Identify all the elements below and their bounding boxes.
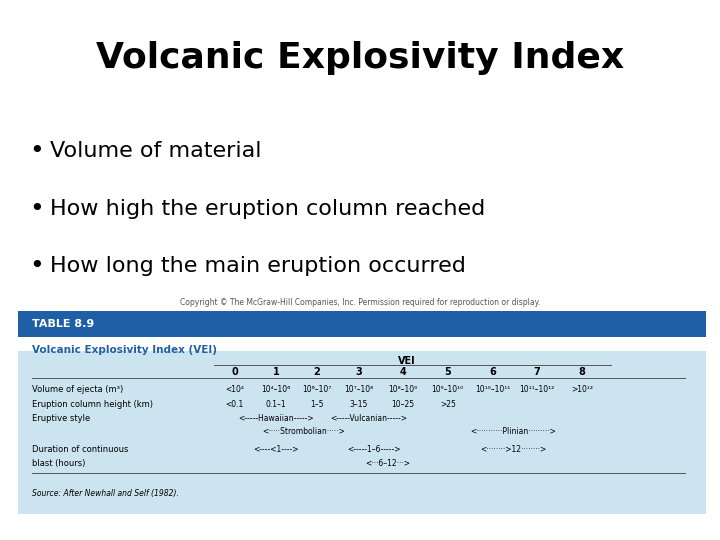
Text: •: •	[29, 197, 43, 220]
Text: VEI: VEI	[397, 356, 415, 366]
Text: 3: 3	[355, 367, 361, 377]
Text: <·····Strombolian·····>: <·····Strombolian·····>	[262, 427, 345, 436]
Text: 10⁴–10⁶: 10⁴–10⁶	[261, 385, 290, 394]
Text: 10⁸–10⁹: 10⁸–10⁹	[389, 385, 418, 394]
Text: Eruptive style: Eruptive style	[32, 415, 90, 423]
Text: 10⁶–10⁷: 10⁶–10⁷	[302, 385, 332, 394]
Text: 1–5: 1–5	[310, 400, 324, 409]
Text: <0.1: <0.1	[225, 400, 243, 409]
Text: 4: 4	[400, 367, 406, 377]
Text: Eruption column height (km): Eruption column height (km)	[32, 400, 153, 409]
Text: >10¹²: >10¹²	[571, 385, 593, 394]
Text: blast (hours): blast (hours)	[32, 459, 85, 468]
Text: 7: 7	[534, 367, 541, 377]
Text: 10–25: 10–25	[392, 400, 415, 409]
Text: Source: After Newhall and Self (1982).: Source: After Newhall and Self (1982).	[32, 489, 179, 498]
Text: How long the main eruption occurred: How long the main eruption occurred	[50, 256, 467, 276]
Text: 10¹¹–10¹²: 10¹¹–10¹²	[520, 385, 555, 394]
Text: Volume of ejecta (m³): Volume of ejecta (m³)	[32, 385, 123, 394]
Text: 10⁹–10¹⁰: 10⁹–10¹⁰	[431, 385, 464, 394]
Text: 5: 5	[444, 367, 451, 377]
Text: Volume of material: Volume of material	[50, 141, 262, 161]
Text: Duration of continuous: Duration of continuous	[32, 446, 128, 454]
Text: <----<1---->: <----<1---->	[253, 446, 299, 454]
Bar	[18, 351, 706, 515]
Text: How high the eruption column reached: How high the eruption column reached	[50, 199, 486, 219]
Text: Volcanic Explosivity Index (VEI): Volcanic Explosivity Index (VEI)	[32, 345, 217, 355]
Text: 8: 8	[578, 367, 585, 377]
Text: Copyright © The McGraw-Hill Companies, Inc. Permission required for reproduction: Copyright © The McGraw-Hill Companies, I…	[180, 298, 540, 307]
Text: 0: 0	[231, 367, 238, 377]
Text: 1: 1	[272, 367, 279, 377]
Bar	[18, 310, 706, 338]
Text: 0.1–1: 0.1–1	[266, 400, 286, 409]
Text: 2: 2	[314, 367, 320, 377]
Text: Volcanic Explosivity Index: Volcanic Explosivity Index	[96, 40, 624, 75]
Text: <···········Plinian·········>: <···········Plinian·········>	[470, 427, 556, 436]
Text: <-----Vulcanian----->: <-----Vulcanian----->	[330, 415, 408, 423]
Text: 6: 6	[489, 367, 496, 377]
Text: <-----1–6----->: <-----1–6----->	[348, 446, 401, 454]
Text: 10¹⁰–10¹¹: 10¹⁰–10¹¹	[474, 385, 510, 394]
Text: >25: >25	[440, 400, 456, 409]
Text: <········>12········>: <········>12········>	[480, 446, 546, 454]
Text: TABLE 8.9: TABLE 8.9	[32, 319, 94, 329]
Text: •: •	[29, 254, 43, 278]
Text: 3–15: 3–15	[349, 400, 367, 409]
Text: <···6–12···>: <···6–12···>	[366, 459, 410, 468]
Text: 10⁷–10⁸: 10⁷–10⁸	[343, 385, 373, 394]
Text: <-----Hawaiian----->: <-----Hawaiian----->	[238, 415, 314, 423]
Text: •: •	[29, 139, 43, 163]
Text: <10⁴: <10⁴	[225, 385, 244, 394]
